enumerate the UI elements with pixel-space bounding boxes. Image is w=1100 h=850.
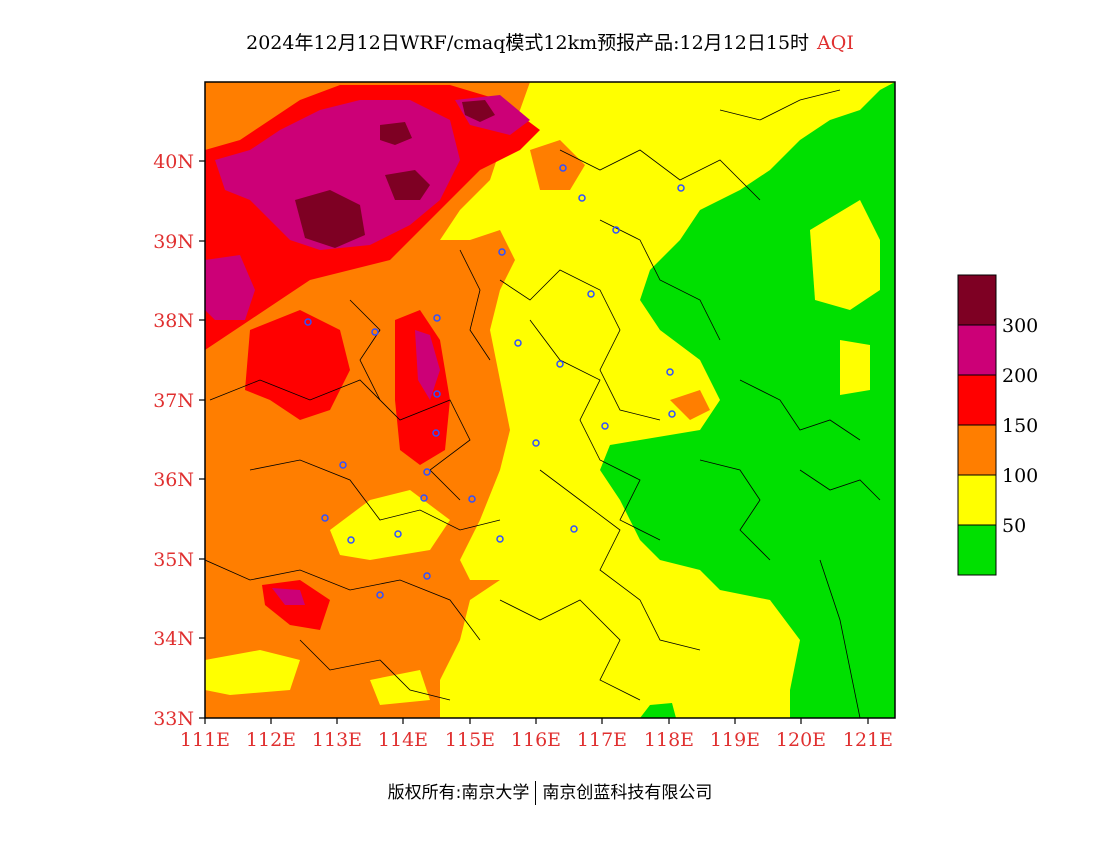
title-main: 2024年12月12日WRF/cmaq模式12km预报产品:12月12日15时 [246,32,810,54]
aqi-colorbar [957,274,997,576]
aqi-band-maroon-2 [385,170,430,200]
city-marker [432,429,440,437]
city-marker [394,530,402,538]
lat-tick-label: 40N [153,151,194,173]
city-marker [532,439,540,447]
city-marker [371,328,379,336]
aqi-band-maroon-4 [462,100,495,122]
city-marker [433,390,441,398]
lon-tick-label: 116E [511,729,561,751]
lon-tick-label: 111E [180,729,230,751]
city-marker [376,591,384,599]
lon-tick-label: 114E [378,729,428,751]
city-marker [423,572,431,580]
city-marker [514,339,522,347]
lat-tick-label: 38N [153,310,194,332]
city-marker [612,226,620,234]
copyright-footer: 版权所有:南京大学 南京创蓝科技有限公司 [300,778,800,805]
city-marker [587,290,595,298]
city-marker [304,318,312,326]
lon-tick-label: 120E [776,729,826,751]
colorbar-swatch-green [957,524,997,576]
city-markers [304,164,685,599]
aqi-band-purple-west [205,255,255,320]
aqi-band-red-central [245,310,350,420]
colorbar-swatch-purple [957,324,997,376]
colorbar-label: 50 [1002,515,1026,537]
colorbar-label: 100 [1002,465,1038,487]
axis-ticks [199,160,869,724]
aqi-band-yellow-inclusion [330,490,450,560]
lat-tick-label: 36N [153,469,194,491]
city-marker [321,514,329,522]
city-marker [339,461,347,469]
lon-tick-label: 112E [246,729,296,751]
city-marker [578,194,586,202]
colorbar-label: 200 [1002,365,1038,387]
city-marker [668,410,676,418]
city-marker [556,360,564,368]
lon-tick-label: 113E [312,729,362,751]
lon-tick-label: 117E [577,729,627,751]
lon-tick-label: 118E [644,729,694,751]
map-title: 2024年12月12日WRF/cmaq模式12km预报产品:12月12日15时 A… [0,28,1100,55]
footer-copyright: 版权所有:南京大学 [387,783,530,803]
city-marker [420,494,428,502]
aqi-band-yellow-inclusion-3 [370,670,430,705]
city-marker [496,535,504,543]
colorbar-swatch-yellow [957,474,997,526]
aqi-band-orange-patch [530,140,585,190]
colorbar-label: 300 [1002,315,1038,337]
province-boundaries [205,89,881,718]
lon-tick-label: 115E [445,729,495,751]
city-marker [601,422,609,430]
aqi-band-yellow-patch-2 [840,340,870,395]
footer-company: 南京创蓝科技有限公司 [542,783,713,803]
aqi-band-yellow-patch [810,200,880,310]
city-marker [498,248,506,256]
title-variable: AQI [817,32,854,54]
lat-tick-label: 33N [153,708,194,730]
footer-separator [535,781,537,805]
lat-tick-label: 34N [153,628,194,650]
city-marker [570,525,578,533]
aqi-band-maroon-3 [380,122,412,145]
city-marker [433,314,441,322]
aqi-band-purple-south [272,588,305,605]
aqi-band-orange-patch-2 [670,390,710,420]
city-marker [677,184,685,192]
city-marker [347,536,355,544]
colorbar-swatch-maroon [957,274,997,326]
city-marker [423,468,431,476]
aqi-band-purple-strip [415,330,440,400]
lat-tick-label: 35N [153,549,194,571]
city-marker [666,368,674,376]
lat-tick-label: 39N [153,231,194,253]
lon-tick-label: 121E [843,729,893,751]
lat-tick-label: 37N [153,390,194,412]
colorbar-label: 150 [1002,415,1038,437]
aqi-band-yellow-inclusion-2 [205,650,300,695]
city-marker [468,495,476,503]
aqi-band-maroon-1 [295,190,365,248]
colorbar-swatch-red [957,374,997,426]
colorbar-swatch-orange [957,424,997,476]
lon-tick-label: 119E [710,729,760,751]
aqi-field [205,82,895,718]
city-marker [559,164,567,172]
aqi-band-green-south [640,703,676,718]
